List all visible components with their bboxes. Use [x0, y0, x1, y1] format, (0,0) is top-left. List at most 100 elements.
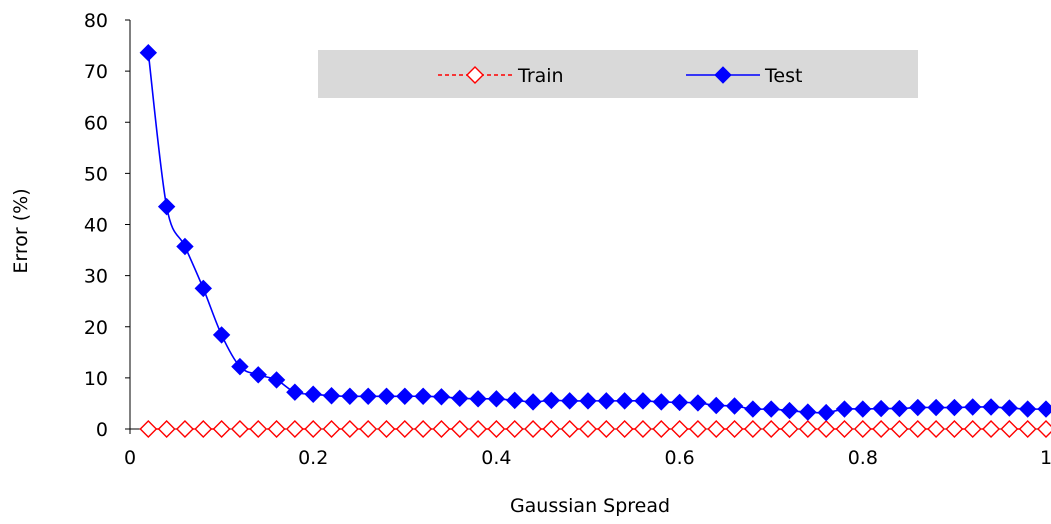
data-point-test — [615, 392, 634, 410]
y-tick-label: 80 — [84, 10, 108, 32]
data-point-train — [304, 420, 323, 438]
data-point-test — [176, 237, 194, 256]
data-point-test — [670, 393, 689, 412]
data-point-test — [1018, 400, 1037, 418]
data-point-train — [505, 420, 524, 438]
y-tick-label: 70 — [84, 61, 108, 83]
data-point-train — [762, 420, 781, 438]
data-point-test — [249, 366, 267, 384]
data-point-test — [469, 390, 487, 408]
data-point-train — [450, 420, 469, 438]
data-point-test — [524, 393, 542, 411]
data-point-test — [780, 401, 799, 420]
x-axis-ticks: 0 0.2 0.4 0.6 0.8 1 — [124, 429, 1051, 469]
x-tick-label: 0.2 — [298, 447, 328, 469]
data-point-test — [157, 197, 176, 216]
data-point-test — [762, 400, 780, 418]
x-tick-label: 1 — [1040, 447, 1051, 469]
data-point-train — [597, 420, 616, 438]
data-point-test — [451, 389, 469, 408]
data-point-train — [1018, 420, 1037, 438]
x-tick-label: 0.6 — [664, 447, 694, 469]
data-point-train — [432, 420, 451, 438]
legend: Train Test — [318, 50, 918, 98]
data-point-train — [414, 420, 433, 438]
data-point-train — [1000, 420, 1019, 438]
data-point-test — [542, 391, 561, 410]
data-point-test — [194, 279, 212, 298]
legend-item-train: Train — [438, 65, 564, 87]
data-point-train — [670, 420, 689, 438]
x-tick-label: 0.8 — [848, 447, 878, 469]
data-point-train — [725, 420, 744, 438]
data-point-train — [798, 420, 817, 438]
data-point-train — [395, 420, 414, 438]
legend-item-test: Test — [686, 65, 802, 87]
data-point-train — [835, 420, 854, 438]
y-tick-label: 20 — [84, 317, 108, 339]
data-point-test — [322, 387, 341, 405]
data-point-train — [377, 420, 396, 438]
data-point-test — [414, 387, 432, 405]
data-point-test — [487, 390, 506, 408]
data-point-train — [963, 420, 982, 438]
data-point-test — [432, 388, 451, 406]
data-point-test — [909, 398, 927, 417]
legend-test-label: Test — [764, 65, 802, 87]
data-point-test — [231, 357, 249, 376]
data-point-train — [872, 420, 891, 438]
y-tick-label: 30 — [84, 266, 108, 288]
data-point-train — [560, 420, 579, 438]
y-tick-label: 40 — [84, 215, 108, 237]
data-point-test — [359, 387, 377, 405]
data-point-train — [212, 420, 231, 438]
data-point-test — [139, 44, 158, 62]
data-point-train — [322, 420, 341, 438]
data-point-train — [267, 420, 286, 438]
data-point-test — [982, 398, 1000, 416]
data-point-test — [377, 387, 396, 405]
data-point-test — [597, 392, 616, 410]
data-point-test — [560, 392, 579, 410]
data-point-test — [286, 383, 304, 401]
data-point-train — [780, 420, 799, 438]
data-point-test — [725, 397, 744, 415]
legend-train-label: Train — [517, 65, 564, 87]
data-point-test — [964, 398, 982, 416]
data-point-train — [139, 420, 158, 438]
series-line-test — [147, 52, 1047, 414]
data-point-train — [615, 420, 634, 438]
data-point-train — [982, 420, 1001, 438]
data-point-test — [689, 394, 707, 412]
data-point-train — [340, 420, 359, 438]
data-point-train — [890, 420, 909, 438]
data-point-train — [1037, 420, 1051, 438]
y-tick-label: 0 — [96, 419, 108, 441]
plot-area: 0 10 20 30 40 50 60 70 80 0 0.2 0.4 0.6 0.8 1 — [84, 10, 1051, 469]
data-point-test — [341, 387, 359, 405]
data-point-test — [267, 371, 286, 389]
data-point-test — [707, 396, 725, 415]
data-point-train — [927, 420, 946, 438]
legend-train-marker — [466, 66, 484, 84]
data-point-test — [1000, 399, 1019, 417]
legend-background — [318, 50, 918, 98]
data-point-test — [799, 403, 817, 421]
series-layer — [139, 44, 1051, 438]
data-point-test — [835, 400, 854, 418]
data-point-test — [304, 385, 322, 403]
data-point-train — [249, 420, 268, 438]
data-point-train — [175, 420, 194, 438]
data-point-train — [908, 420, 927, 438]
data-point-test — [817, 403, 835, 422]
data-point-train — [688, 420, 707, 438]
data-point-test — [652, 393, 670, 411]
data-point-train — [469, 420, 488, 438]
data-point-train — [633, 420, 652, 438]
data-point-train — [579, 420, 597, 438]
y-axis-ticks: 0 10 20 30 40 50 60 70 80 — [84, 10, 130, 441]
data-point-test — [945, 398, 964, 417]
data-point-train — [817, 420, 836, 438]
x-axis-title: Gaussian Spread — [510, 495, 670, 517]
